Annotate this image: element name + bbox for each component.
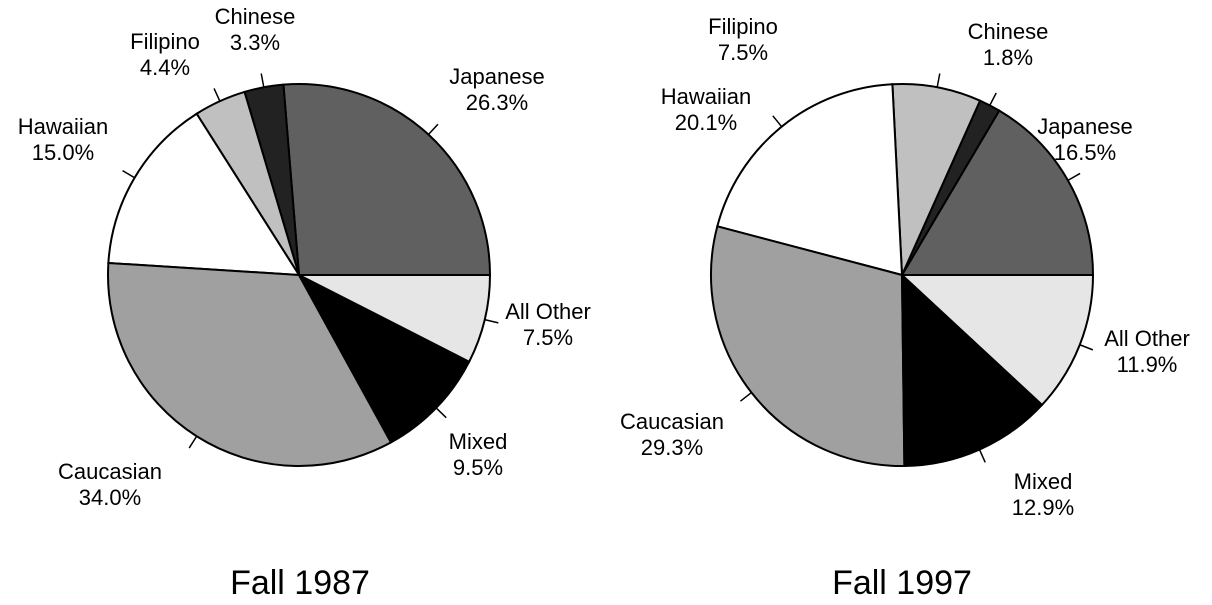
slice-label: All Other [505,299,591,324]
value-label: 15.0% [32,140,94,165]
slice-label: Japanese [449,64,544,89]
leader-line [772,115,783,128]
value-label: 20.1% [675,110,737,135]
slice-label: Mixed [1014,469,1073,494]
leader-line [435,407,447,419]
value-label: 1.8% [983,45,1033,70]
slice-label: Chinese [215,4,296,29]
slice-label: Chinese [968,19,1049,44]
leader-line [739,391,752,402]
value-label: 7.5% [523,325,573,350]
leader-line [1067,172,1081,182]
value-label: 34.0% [79,485,141,510]
leader-line [122,170,135,179]
leader-line [1079,344,1094,351]
value-label: 16.5% [1054,140,1116,165]
leader-line [989,92,997,106]
value-label: 11.9% [1117,352,1178,377]
chart-title: Fall 1987 [230,564,370,602]
slice-label: Mixed [449,429,508,454]
pie-slice [710,225,906,467]
value-label: 26.3% [466,90,528,115]
value-label: 29.3% [641,435,703,460]
leader-line [213,88,221,102]
value-label: 7.5% [718,40,768,65]
pie-slice [900,272,1044,467]
value-label: 12.9% [1012,495,1074,520]
slice-label: Hawaiian [661,84,752,109]
leader-line [427,123,439,136]
pie-slice [282,83,492,276]
slice-label: Filipino [130,29,200,54]
pie-slice [298,274,492,364]
leader-line [188,435,198,449]
leader-line [936,73,941,88]
slice-label: Caucasian [58,459,162,484]
slice-label: Caucasian [620,409,724,434]
chart-title: Fall 1997 [832,564,972,602]
pie-slice [899,274,1095,407]
slice-label: Filipino [708,14,778,39]
value-label: 4.4% [140,55,190,80]
value-label: 9.5% [453,455,503,480]
slice-label: Japanese [1037,114,1132,139]
leader-line [978,449,986,463]
value-label: 3.3% [230,30,280,55]
slice-label: Hawaiian [18,114,109,139]
slice-label: All Other [1104,326,1190,351]
pie-slice [716,83,904,277]
leader-line [260,73,265,88]
leader-line [484,318,499,324]
